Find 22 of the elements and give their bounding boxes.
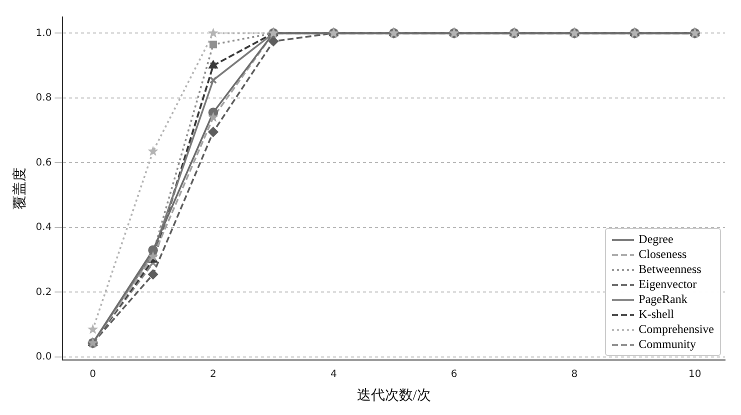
y-axis-title: 覆盖度 [12, 168, 28, 210]
y-tick-label: 0.6 [36, 157, 52, 168]
legend-label: Comprehensive [638, 322, 714, 337]
legend-label: PageRank [638, 292, 688, 307]
x-axis-title: 迭代次数/次 [356, 387, 431, 404]
x-tick-label: 6 [450, 368, 458, 380]
y-tick-label: 1.0 [36, 28, 52, 39]
legend-label: Eigenvector [638, 277, 697, 292]
x-tick-label: 4 [330, 368, 337, 380]
x-tick-label: 2 [210, 368, 216, 380]
y-tick-label: 0.0 [36, 352, 52, 363]
y-tick-label: 0.4 [36, 222, 52, 234]
y-tick-label: 0.2 [36, 286, 52, 298]
y-tick-label: 0.8 [36, 92, 52, 104]
legend-label: Closeness [638, 247, 687, 262]
x-tick-label: 10 [688, 368, 702, 380]
x-tick-label: 0 [90, 368, 96, 380]
legend-label: Betweenness [638, 262, 702, 277]
legend-label: K-shell [638, 307, 674, 322]
legend-label: Community [638, 337, 696, 352]
legend-label: Degree [638, 232, 674, 247]
x-tick-label: 8 [571, 368, 578, 380]
